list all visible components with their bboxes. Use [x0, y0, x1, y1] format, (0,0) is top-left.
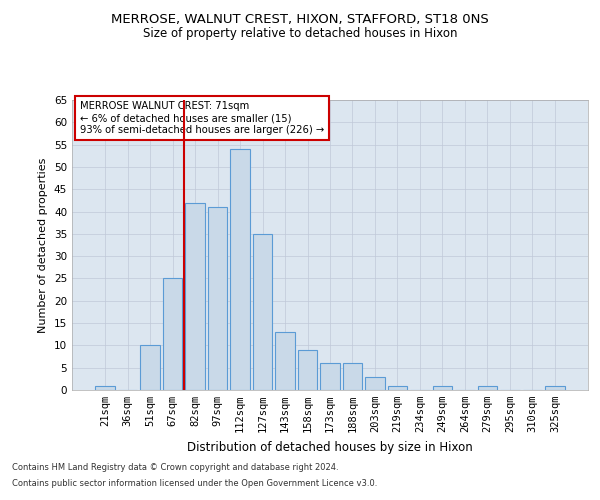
X-axis label: Distribution of detached houses by size in Hixon: Distribution of detached houses by size …	[187, 440, 473, 454]
Bar	[545, 386, 565, 390]
Text: MERROSE WALNUT CREST: 71sqm
← 6% of detached houses are smaller (15)
93% of semi: MERROSE WALNUT CREST: 71sqm ← 6% of deta…	[80, 102, 324, 134]
Bar	[298, 350, 317, 390]
Bar	[365, 376, 385, 390]
Bar	[343, 363, 362, 390]
Bar	[140, 346, 160, 390]
Y-axis label: Number of detached properties: Number of detached properties	[38, 158, 49, 332]
Bar	[275, 332, 295, 390]
Bar	[478, 386, 497, 390]
Bar	[95, 386, 115, 390]
Bar	[208, 207, 227, 390]
Bar	[320, 363, 340, 390]
Bar	[388, 386, 407, 390]
Bar	[185, 202, 205, 390]
Bar	[163, 278, 182, 390]
Text: Contains public sector information licensed under the Open Government Licence v3: Contains public sector information licen…	[12, 478, 377, 488]
Text: Contains HM Land Registry data © Crown copyright and database right 2024.: Contains HM Land Registry data © Crown c…	[12, 464, 338, 472]
Bar	[433, 386, 452, 390]
Text: MERROSE, WALNUT CREST, HIXON, STAFFORD, ST18 0NS: MERROSE, WALNUT CREST, HIXON, STAFFORD, …	[111, 12, 489, 26]
Bar	[230, 149, 250, 390]
Text: Size of property relative to detached houses in Hixon: Size of property relative to detached ho…	[143, 28, 457, 40]
Bar	[253, 234, 272, 390]
